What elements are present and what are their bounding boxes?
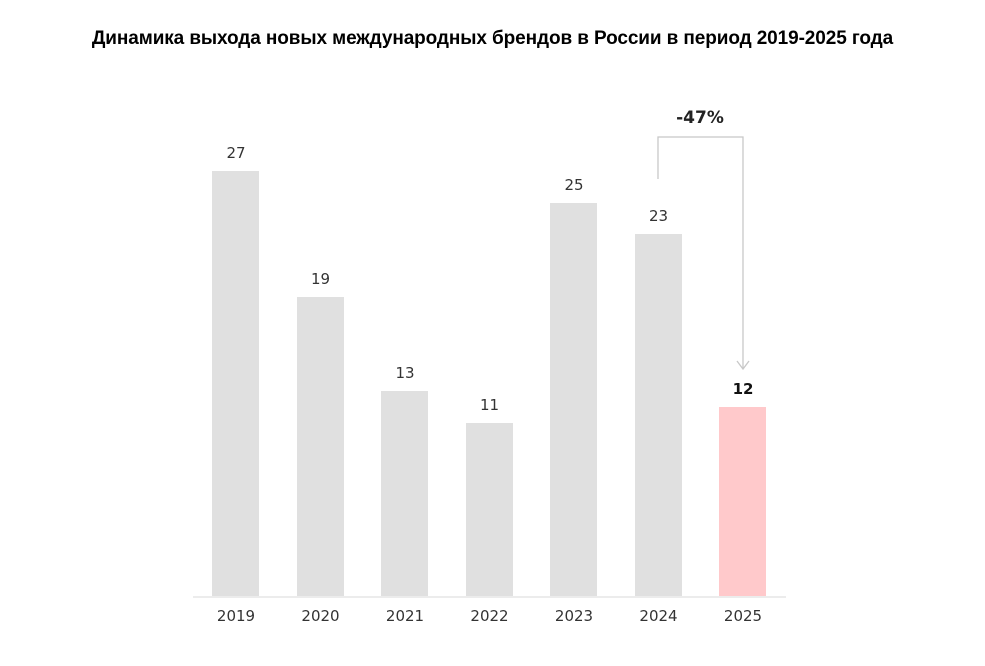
value-label-2023: 25 <box>564 175 584 194</box>
x-tick-label-2019: 2019 <box>216 607 256 625</box>
value-label-2024: 23 <box>648 206 669 225</box>
x-tick-label-2024: 2024 <box>639 607 678 625</box>
x-tick-label-2021: 2021 <box>385 607 425 625</box>
bar-2023 <box>550 202 597 596</box>
bar-2022 <box>465 422 513 596</box>
value-label-2021: 13 <box>395 364 415 383</box>
bar-2025 <box>719 407 766 596</box>
bar-2020 <box>296 296 344 596</box>
value-label-2022: 11 <box>479 395 500 414</box>
bar-2021 <box>381 391 428 596</box>
bar-2019 <box>212 171 259 596</box>
x-axis-line <box>193 596 786 598</box>
bar-2024 <box>634 233 682 596</box>
x-tick-label-2022: 2022 <box>470 607 509 625</box>
change-annotation: -47% <box>676 108 724 128</box>
x-tick-label-2025: 2025 <box>723 607 763 625</box>
value-label-2020: 19 <box>310 269 331 288</box>
x-tick-label-2020: 2020 <box>301 607 340 625</box>
value-label-2025: 12 <box>732 380 754 399</box>
value-label-2019: 27 <box>226 144 246 163</box>
chart-title: Динамика выхода новых международных брен… <box>91 28 894 49</box>
x-tick-label-2023: 2023 <box>554 607 594 625</box>
